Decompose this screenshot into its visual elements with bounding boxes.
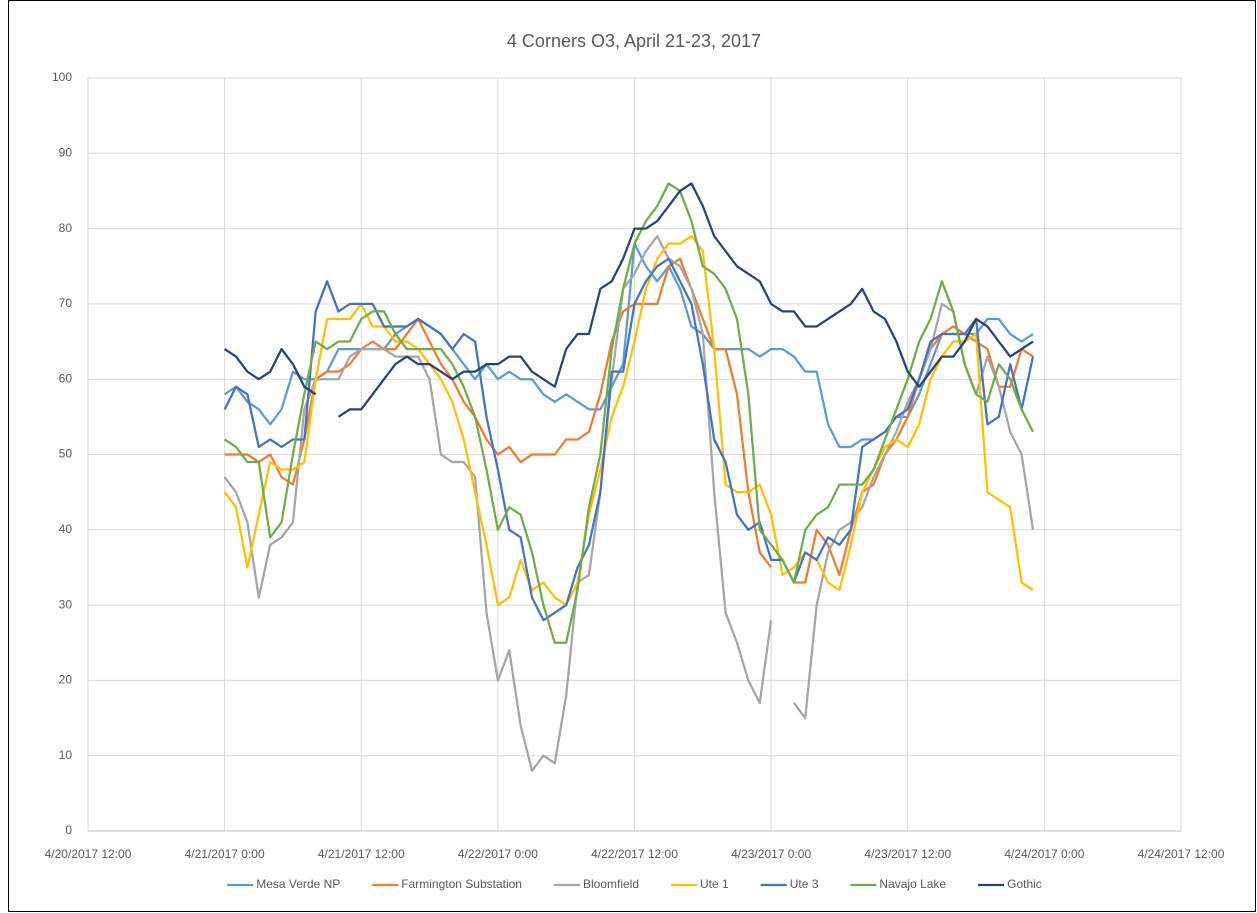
x-tick-label: 4/22/2017 12:00 <box>591 847 678 861</box>
chart-title: 4 Corners O3, April 21-23, 2017 <box>507 31 761 51</box>
legend-label: Navajo Lake <box>879 877 946 891</box>
x-tick-label: 4/20/2017 12:00 <box>45 847 132 861</box>
x-tick-label: 4/23/2017 12:00 <box>864 847 951 861</box>
chart-border <box>8 0 1256 912</box>
legend-label: Bloomfield <box>583 877 639 891</box>
series-line <box>224 182 1034 418</box>
y-tick-label: 90 <box>59 145 73 159</box>
y-tick-label: 50 <box>59 447 73 461</box>
x-tick-label: 4/21/2017 0:00 <box>185 847 265 861</box>
series-line <box>223 235 1034 607</box>
y-tick-label: 0 <box>65 823 72 837</box>
x-tick-label: 4/22/2017 0:00 <box>458 847 538 861</box>
x-tick-label: 4/23/2017 0:00 <box>731 847 811 861</box>
y-tick-label: 40 <box>59 522 73 536</box>
x-tick-label: 4/21/2017 12:00 <box>318 847 405 861</box>
y-tick-label: 10 <box>59 748 73 762</box>
y-tick-label: 30 <box>59 597 73 611</box>
legend-label: Mesa Verde NP <box>256 877 340 891</box>
legend-label: Ute 3 <box>790 877 819 891</box>
x-tick-label: 4/24/2017 12:00 <box>1138 847 1225 861</box>
y-tick-label: 100 <box>52 70 72 84</box>
legend-label: Gothic <box>1007 877 1042 891</box>
y-tick-label: 80 <box>59 221 73 235</box>
series-line <box>223 257 1035 622</box>
x-tick-label: 4/24/2017 0:00 <box>1004 847 1084 861</box>
y-tick-label: 20 <box>59 673 73 687</box>
legend-label: Ute 1 <box>700 877 729 891</box>
legend-label: Farmington Substation <box>401 877 522 891</box>
series-line <box>224 182 1034 644</box>
y-tick-label: 70 <box>59 296 73 310</box>
y-tick-label: 60 <box>59 371 73 385</box>
